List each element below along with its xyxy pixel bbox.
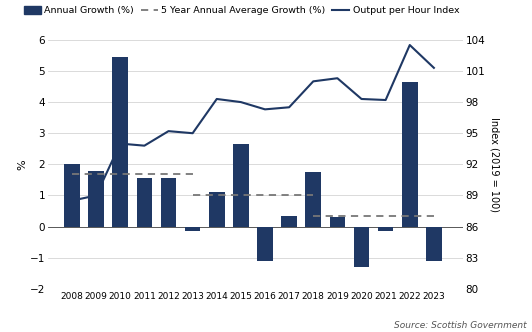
Bar (281, 216, 297, 226)
Bar (257, 226, 273, 261)
Y-axis label: Index (2019 = 100): Index (2019 = 100) (489, 117, 500, 212)
Bar (185, 226, 201, 231)
Bar (305, 172, 321, 226)
Bar (88, 171, 104, 226)
Bar (378, 226, 394, 231)
Text: Source: Scottish Government: Source: Scottish Government (394, 321, 527, 330)
Bar (329, 217, 345, 226)
Bar (402, 82, 418, 226)
Bar (64, 164, 80, 226)
Legend: Annual Growth (%), 5 Year Annual Average Growth (%), Output per Hour Index: Annual Growth (%), 5 Year Annual Average… (23, 6, 460, 15)
Bar (354, 226, 369, 267)
Bar (112, 57, 128, 226)
Bar (426, 226, 442, 261)
Bar (137, 178, 152, 226)
Bar (233, 144, 249, 226)
Y-axis label: %: % (17, 159, 27, 170)
Bar (209, 192, 225, 226)
Bar (161, 178, 176, 226)
